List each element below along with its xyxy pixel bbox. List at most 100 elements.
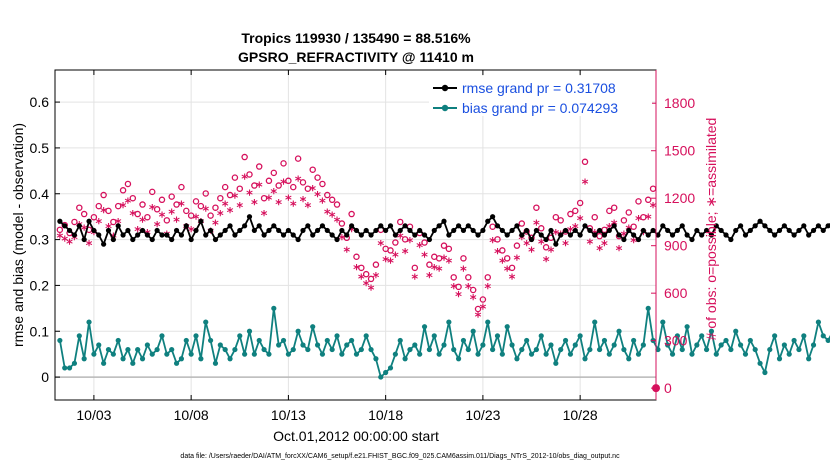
possible-obs-marker — [129, 194, 137, 202]
possible-obs-marker — [499, 247, 506, 254]
rmse-point — [455, 223, 462, 229]
possible-obs-marker — [105, 207, 112, 215]
bias-point — [436, 351, 442, 357]
assimilated-obs-marker: * — [382, 255, 389, 270]
assimilated-obs-marker: * — [100, 206, 107, 221]
rmse-point — [582, 223, 588, 229]
x-tick-label: 10/18 — [368, 407, 403, 423]
possible-obs-marker — [139, 201, 146, 208]
possible-obs-marker — [494, 236, 501, 243]
bias-point — [426, 346, 433, 353]
rmse-point — [587, 227, 593, 234]
possible-obs-marker — [396, 218, 404, 226]
bias-point — [227, 356, 233, 362]
rmse-point — [431, 227, 437, 234]
assimilated-obs-marker: * — [445, 257, 452, 272]
possible-obs-marker — [572, 207, 579, 215]
possible-obs-marker — [226, 191, 234, 199]
rmse-point — [276, 227, 282, 234]
bias-point — [752, 346, 758, 353]
rmse-point — [178, 232, 185, 238]
rmse-point — [490, 214, 496, 220]
bias-point — [640, 342, 646, 348]
rmse-point — [485, 218, 491, 224]
assimilated-obs-marker: * — [222, 200, 229, 215]
bias-point — [173, 360, 180, 366]
bias-point — [820, 333, 826, 339]
bias-point — [626, 356, 632, 362]
rmse-point — [572, 227, 578, 234]
rmse-point — [801, 223, 807, 229]
bias-point — [193, 333, 199, 339]
rmse-point — [796, 227, 802, 234]
possible-obs-marker — [644, 196, 652, 204]
assimilated-obs-marker: * — [202, 204, 209, 219]
bias-point — [669, 351, 676, 357]
assimilated-obs-marker: * — [499, 257, 506, 272]
rmse-point — [383, 227, 389, 234]
data-file-footer: data file: /Users/raeder/DAI/ATM_forcXX/… — [180, 453, 620, 460]
assimilated-obs-marker: * — [66, 238, 73, 253]
bias-point — [242, 351, 248, 357]
assimilated-obs-marker: * — [630, 236, 637, 251]
rmse-point — [280, 232, 287, 238]
possible-obs-marker — [95, 202, 103, 210]
bias-point — [300, 342, 306, 348]
rmse-point — [183, 223, 189, 229]
bias-point — [538, 333, 544, 339]
assimilated-obs-marker: * — [295, 174, 302, 189]
possible-obs-marker — [426, 261, 433, 268]
assimilated-obs-marker: * — [465, 282, 472, 297]
assimilated-obs-marker: * — [489, 236, 496, 251]
bias-point — [135, 346, 141, 353]
bias-point — [81, 356, 87, 362]
bias-point — [232, 346, 238, 353]
bias-point — [203, 319, 209, 325]
possible-obs-marker — [440, 242, 448, 249]
bias-point — [271, 305, 277, 311]
assimilated-obs-marker: * — [601, 239, 608, 254]
rmse-point — [135, 232, 141, 238]
bias-point — [572, 342, 578, 348]
rmse-point — [81, 236, 87, 243]
rmse-point — [679, 223, 685, 229]
bias-point — [674, 333, 680, 339]
assimilated-obs-marker: * — [266, 193, 273, 208]
assimilated-obs-marker: * — [168, 208, 175, 223]
rmse-point — [412, 232, 418, 238]
possible-obs-marker — [469, 286, 477, 294]
bias-point — [616, 328, 622, 334]
bias-point — [91, 351, 97, 357]
assimilated-obs-marker: * — [431, 263, 438, 278]
assimilated-obs-marker: * — [139, 215, 146, 230]
bias-point — [339, 351, 345, 357]
rmse-point — [494, 223, 501, 229]
bias-point — [441, 342, 447, 348]
legend-rmse-label: rmse grand pr = 0.31708 — [462, 80, 616, 96]
bias-point — [246, 328, 253, 334]
rmse-point — [349, 223, 355, 229]
assimilated-obs-marker: * — [193, 212, 200, 227]
bias-point — [144, 342, 150, 348]
bias-point — [329, 346, 335, 353]
possible-obs-marker — [187, 212, 195, 219]
bias-point — [101, 360, 107, 366]
assimilated-obs-marker: * — [504, 265, 511, 280]
bias-point — [490, 346, 496, 353]
rmse-point — [577, 232, 583, 238]
assimilated-obs-marker: * — [256, 181, 263, 196]
bias-point — [407, 346, 413, 353]
bias-point — [319, 351, 326, 357]
rmse-point — [480, 227, 486, 234]
possible-obs-marker — [304, 185, 312, 192]
rmse-point — [105, 227, 112, 234]
assimilated-obs-marker: * — [348, 225, 355, 240]
possible-obs-marker — [319, 180, 326, 188]
rmse-point — [596, 227, 603, 234]
x-axis-label: Oct.01,2012 00:00:00 start — [273, 428, 439, 444]
rmse-point — [533, 227, 539, 234]
bias-point — [776, 356, 783, 362]
assimilated-obs-marker: * — [635, 214, 642, 229]
rmse-point — [101, 241, 107, 247]
bias-point — [349, 337, 355, 344]
